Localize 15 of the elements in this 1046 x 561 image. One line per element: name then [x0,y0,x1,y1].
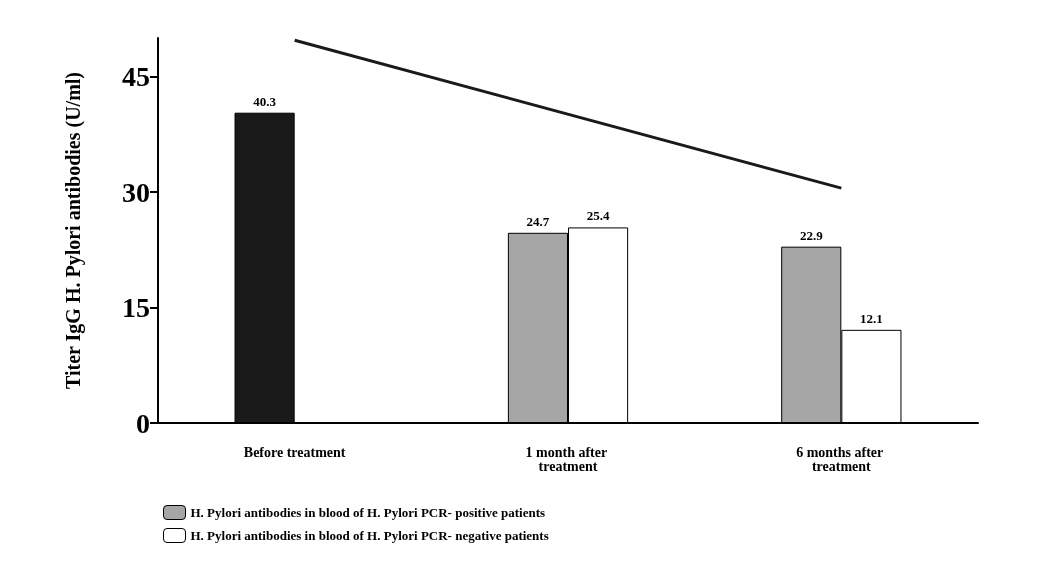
x-tick-label: Before treatment [243,444,346,460]
x-tick-label: 1 month after treatment [525,444,611,474]
data-label: 12.1 [860,310,883,326]
data-label: 40.3 [253,93,277,109]
y-tick-label: 15 [122,292,150,323]
y-tick-label: 45 [122,61,150,92]
data-label: 22.9 [799,227,824,243]
legend-label: H. Pylori antibodies in blood of H. Pylori PCR- positive patients [190,505,546,520]
y-axis-title: Titer IgG H. Pylori antibodies (U/ml) [62,71,85,390]
x-tick-label: 6 months after treatment [796,444,887,474]
data-label: 25.4 [586,208,610,224]
legend-label: H. Pylori antibodies in blood of H. Pylori PCR- negative patients [190,528,549,543]
y-tick-label: 30 [122,176,150,208]
data-label: 24.7 [526,213,550,229]
y-tick-label: 0 [136,407,150,439]
